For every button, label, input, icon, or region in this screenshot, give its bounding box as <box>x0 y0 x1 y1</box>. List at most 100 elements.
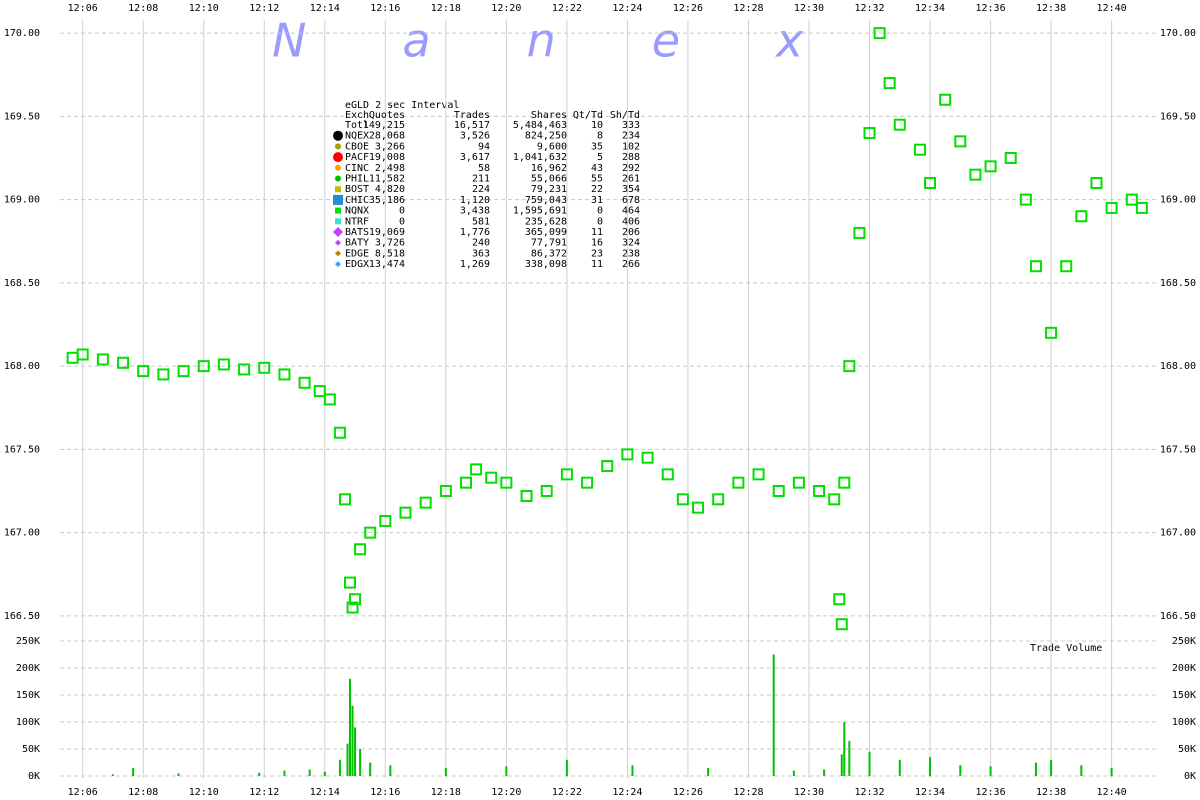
trade-marker <box>835 618 848 631</box>
table-cell: 102 <box>622 141 640 152</box>
table-cell: 464 <box>622 206 640 217</box>
table-cell: 8,518 <box>375 248 405 259</box>
volume-bar <box>505 766 508 776</box>
x-tick-label: 12:32 <box>854 3 884 14</box>
trade-marker <box>954 135 967 148</box>
x-tick-label: 12:22 <box>552 787 582 798</box>
table-cell: 11,582 <box>369 174 405 185</box>
volume-bar <box>283 770 286 776</box>
table-cell: 28,068 <box>369 131 405 142</box>
trade-marker <box>601 460 614 473</box>
volume-bar <box>346 743 349 776</box>
volume-bar <box>369 762 372 776</box>
trade-marker <box>1019 193 1032 206</box>
trade-marker <box>676 493 689 506</box>
x-tick-label: 12:08 <box>128 3 158 14</box>
trade-marker <box>732 476 745 489</box>
x-tick-label: 12:12 <box>249 3 279 14</box>
volume-bar <box>792 770 795 776</box>
table-cell: BATS <box>345 227 369 238</box>
y-tick-label: 166.50 <box>4 611 40 622</box>
volume-bar <box>132 767 135 776</box>
trade-marker <box>712 493 725 506</box>
table-cell: 354 <box>622 184 640 195</box>
trade-marker <box>1045 326 1058 339</box>
volume-bar <box>444 767 447 776</box>
x-tick-label: 12:40 <box>1097 787 1127 798</box>
x-tick-label: 12:34 <box>915 3 945 14</box>
trade-marker <box>1090 176 1103 189</box>
table-cell: 824,250 <box>525 131 567 142</box>
x-tick-label: 12:20 <box>491 787 521 798</box>
y-tick-label: 168.50 <box>1160 278 1196 289</box>
trade-marker <box>399 506 412 519</box>
table-cell: 211 <box>472 174 490 185</box>
trade-marker <box>117 356 130 369</box>
x-tick-label: 12:12 <box>249 787 279 798</box>
trade-marker <box>1060 260 1073 273</box>
table-cell: 10 <box>591 120 603 131</box>
trade-marker <box>520 489 533 502</box>
table-cell: 3,726 <box>375 238 405 249</box>
legend-marker <box>335 207 341 214</box>
table-header: Sh/Td <box>610 110 640 121</box>
trade-marker <box>1105 201 1118 214</box>
volume-bar <box>840 754 843 776</box>
volume-bar <box>1080 765 1083 776</box>
legend-marker <box>333 130 343 141</box>
trade-marker <box>470 463 483 476</box>
trade-marker <box>1029 260 1042 273</box>
trade-marker <box>278 368 291 381</box>
y-tick-label: 169.50 <box>1160 111 1196 122</box>
trade-marker <box>96 353 109 366</box>
x-tick-label: 12:26 <box>673 787 703 798</box>
table-cell: 11 <box>591 227 603 238</box>
trade-marker <box>354 543 367 556</box>
trade-marker <box>349 593 362 606</box>
table-header: Qt/Td <box>573 110 603 121</box>
table-cell: 79,231 <box>531 184 567 195</box>
x-tick-label: 12:30 <box>794 787 824 798</box>
trade-marker <box>772 485 785 497</box>
x-tick-label: 12:40 <box>1097 3 1127 14</box>
x-tick-label: 12:32 <box>854 787 884 798</box>
volume-bar <box>868 751 871 776</box>
table-cell: 55,066 <box>531 174 567 185</box>
table-cell: 22 <box>591 184 603 195</box>
trade-marker <box>843 360 856 373</box>
volume-bar <box>389 765 392 776</box>
volume-bar <box>354 727 357 776</box>
table-cell: 1,120 <box>460 195 490 206</box>
legend-marker <box>335 218 341 225</box>
table-cell: 3,266 <box>375 141 405 152</box>
trade-marker <box>913 143 926 156</box>
table-cell: 206 <box>622 227 640 238</box>
table-cell: 292 <box>622 163 640 174</box>
table-cell: 235,628 <box>525 216 567 227</box>
trade-marker <box>419 496 432 509</box>
trade-marker <box>323 393 336 406</box>
table-cell: 759,043 <box>525 195 567 206</box>
table-header: Trades <box>454 110 490 121</box>
table-cell: 338,098 <box>525 259 567 270</box>
volume-bar <box>772 654 775 776</box>
trade-marker <box>969 168 982 181</box>
table-cell: 324 <box>622 238 640 249</box>
volume-bar <box>111 774 114 776</box>
x-tick-label: 12:38 <box>1036 787 1066 798</box>
trade-marker <box>313 385 326 398</box>
x-tick-label: 12:14 <box>310 787 340 798</box>
x-tick-label: 12:16 <box>370 787 400 798</box>
table-cell: 55 <box>591 174 603 185</box>
x-tick-label: 12:24 <box>612 787 642 798</box>
legend-marker <box>333 194 343 205</box>
x-tick-label: 12:06 <box>68 787 98 798</box>
volume-label: Trade Volume <box>1030 643 1102 654</box>
trade-marker <box>833 593 846 606</box>
table-cell: 16,517 <box>454 120 490 131</box>
y-tick-label: 150K <box>1172 690 1196 701</box>
volume-bar <box>631 765 634 776</box>
y-tick-label: 167.00 <box>1160 528 1196 539</box>
y-tick-label: 170.00 <box>1160 28 1196 39</box>
table-cell: 19,069 <box>369 227 405 238</box>
